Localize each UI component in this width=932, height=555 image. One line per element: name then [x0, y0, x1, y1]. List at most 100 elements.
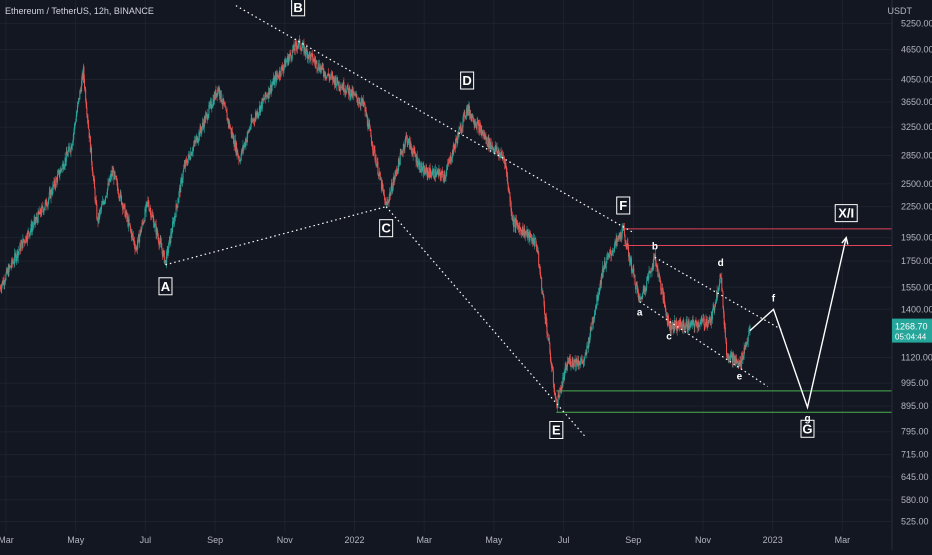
candle-body [486, 137, 488, 145]
candle-body [133, 240, 135, 246]
candle-body [479, 124, 481, 126]
candle-body [493, 147, 495, 151]
candle-body [385, 201, 387, 205]
candle-body [446, 169, 448, 175]
candle-body [735, 358, 737, 363]
candle-body [566, 361, 568, 367]
candle-body [348, 88, 350, 95]
candle-body [224, 106, 226, 108]
candle-body [632, 268, 634, 270]
candle-body [289, 52, 291, 56]
candle-body [533, 243, 535, 246]
candle-body [237, 155, 239, 157]
candle-body [189, 158, 191, 160]
candle-body [615, 237, 617, 244]
candle-body [419, 161, 421, 170]
candle-body [500, 152, 502, 156]
candle-body [390, 183, 392, 191]
candle-body [61, 169, 63, 171]
candle-body [400, 152, 402, 154]
candle-body [310, 54, 312, 61]
candle-body [436, 172, 438, 176]
candle-body [36, 216, 38, 220]
candle-body [412, 152, 414, 156]
candle-body [673, 329, 675, 331]
candle-body [0, 288, 2, 290]
candle-body [380, 179, 382, 181]
candle-body [306, 48, 308, 52]
candle-body [591, 321, 593, 329]
x-tick-label: 2023 [763, 535, 783, 545]
candle-body [273, 77, 275, 85]
candle-body [451, 157, 453, 161]
candle-body [745, 342, 747, 346]
candle-body [335, 83, 337, 87]
candle-body [366, 115, 368, 117]
candle-body [289, 52, 291, 56]
candle-body [96, 218, 98, 220]
candle-body [149, 209, 151, 211]
candle-body [327, 73, 329, 76]
candle-body [542, 290, 544, 295]
candle-body [524, 232, 526, 237]
candle-body [435, 175, 437, 178]
candle-body [625, 241, 627, 244]
candle-body [707, 320, 709, 327]
candle-body [555, 399, 557, 401]
candle-body [393, 177, 395, 183]
candle-body [633, 274, 635, 276]
candle-body [57, 174, 59, 183]
candle-body [33, 220, 35, 226]
candle-body [651, 270, 653, 272]
candle-body [8, 265, 10, 268]
candle-body [521, 226, 523, 235]
candle-body [75, 121, 77, 123]
candle-body [186, 160, 188, 164]
candle-body [704, 325, 706, 326]
candle-body [531, 237, 533, 242]
candle-body [682, 320, 684, 330]
candle-body [414, 155, 416, 157]
candle-body [538, 265, 540, 267]
candle-body [623, 228, 625, 235]
candle-body [675, 320, 677, 326]
candle-body [657, 267, 659, 277]
candle-body [493, 150, 495, 153]
candle-body [589, 326, 591, 338]
candle-body [349, 88, 351, 98]
candle-body [639, 296, 641, 299]
candle-body [672, 322, 674, 330]
candle-body [190, 152, 192, 156]
candle-body [319, 66, 321, 73]
candle-body [295, 42, 297, 44]
candle-body [390, 190, 392, 196]
candle-body [459, 126, 461, 128]
candle-body [477, 121, 479, 124]
candle-body [6, 269, 8, 273]
candle-body [425, 167, 427, 174]
candle-body [24, 242, 26, 244]
candle-body [134, 245, 136, 250]
candle-body [739, 360, 741, 367]
candle-body [174, 216, 176, 218]
candle-body [102, 201, 104, 203]
candle-body [518, 226, 520, 233]
candle-body [67, 151, 69, 157]
candle-body [269, 91, 271, 95]
candle-body [270, 84, 272, 92]
candle-body [234, 139, 236, 147]
candle-body [452, 150, 454, 155]
candle-body [697, 322, 699, 329]
candle-body [504, 159, 506, 165]
candle-body [50, 189, 52, 199]
candle-body [400, 151, 402, 154]
projection-arrowhead [841, 236, 849, 245]
candle-body [92, 169, 94, 177]
candle-body [526, 229, 528, 234]
candle-body [136, 247, 138, 251]
candle-body [604, 261, 606, 266]
candle-body [177, 199, 179, 203]
last-price-tag [892, 318, 932, 343]
candle-body [642, 293, 644, 299]
